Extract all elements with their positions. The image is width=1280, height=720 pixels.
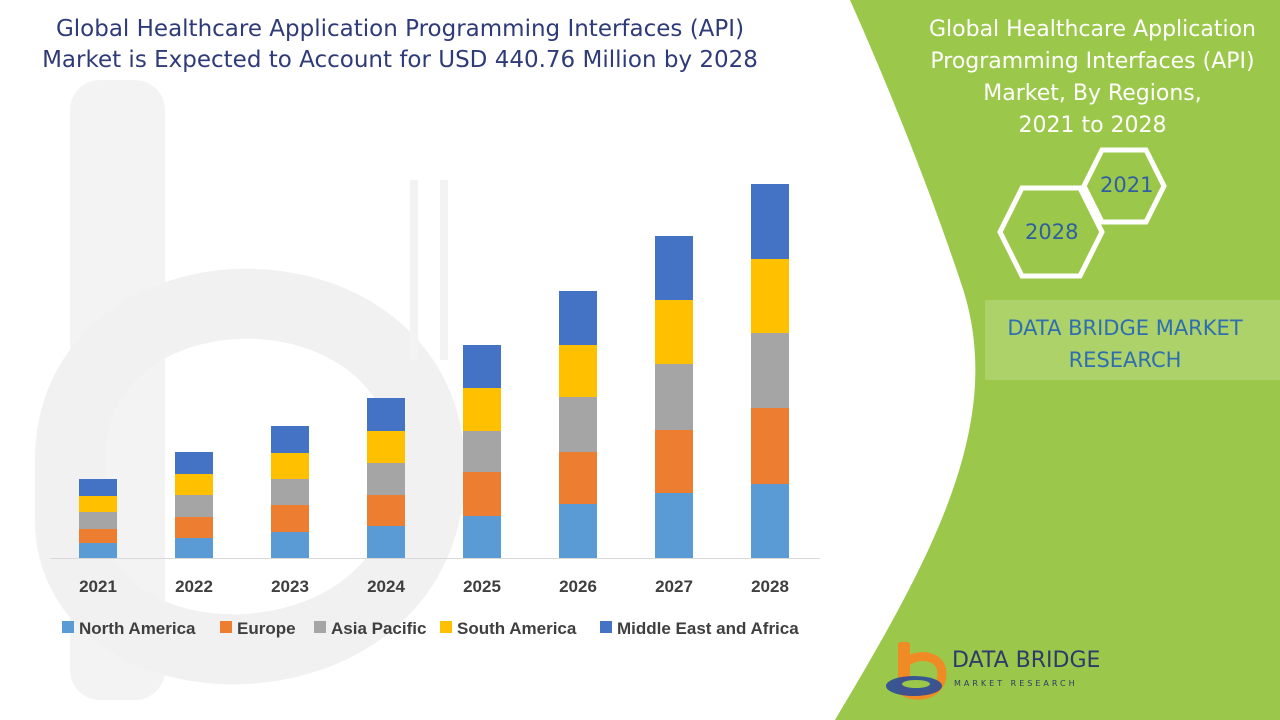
bar-2028-series-0 (751, 484, 789, 558)
legend-swatch-4 (600, 621, 612, 633)
bar-2022-series-3 (175, 474, 213, 495)
x-tick-label: 2024 (367, 577, 405, 596)
x-tick-label: 2026 (559, 577, 597, 596)
legend-swatch-0 (62, 621, 74, 633)
bar-2024-series-0 (367, 526, 405, 558)
bar-2025-series-2 (463, 431, 501, 472)
bar-2027-series-2 (655, 364, 693, 430)
brand-name: DATA BRIDGE (952, 648, 1101, 673)
bar-2026-series-3 (559, 345, 597, 397)
side-panel-title: Global Healthcare Application Programmin… (905, 14, 1280, 142)
x-tick-label: 2025 (463, 577, 501, 596)
data-bridge-logo-icon (886, 642, 947, 700)
hex-label-2021: 2021 (1100, 173, 1154, 197)
bar-2021-series-3 (79, 496, 117, 512)
hex-2028-icon (997, 185, 1105, 279)
x-tick-label: 2023 (271, 577, 309, 596)
bar-2023-series-2 (271, 479, 309, 505)
bar-2021-series-4 (79, 479, 117, 496)
side-title-line-2: Programming Interfaces (API) (930, 49, 1255, 74)
legend-label-3: South America (457, 619, 577, 638)
legend-swatch-1 (220, 621, 232, 633)
bar-2027-series-3 (655, 300, 693, 364)
bar-2023-series-1 (271, 505, 309, 532)
bar-2021-series-0 (79, 543, 117, 558)
bar-2022-series-2 (175, 495, 213, 517)
research-label: DATA BRIDGE MARKET RESEARCH (985, 312, 1265, 376)
bar-2027-series-4 (655, 236, 693, 300)
bar-2025-series-1 (463, 472, 501, 516)
legend-label-0: North America (79, 619, 196, 638)
bar-2023-series-4 (271, 426, 309, 453)
bar-2026-series-0 (559, 504, 597, 558)
bar-2028-series-2 (751, 333, 789, 408)
panel-highlight (985, 300, 1280, 380)
legend-swatch-2 (314, 621, 326, 633)
bar-2025-series-3 (463, 388, 501, 431)
brand-tagline: MARKET RESEARCH (954, 679, 1078, 688)
research-line-2: RESEARCH (1068, 348, 1182, 372)
bar-2021-series-2 (79, 512, 117, 529)
bar-2026-series-2 (559, 397, 597, 452)
legend-label-4: Middle East and Africa (617, 619, 799, 638)
bar-2023-series-0 (271, 532, 309, 558)
legend-label-2: Asia Pacific (331, 619, 426, 638)
x-tick-label: 2022 (175, 577, 213, 596)
bar-2028-series-3 (751, 259, 789, 333)
legend-label-1: Europe (237, 619, 296, 638)
x-tick-label: 2027 (655, 577, 693, 596)
bar-2024-series-4 (367, 398, 405, 431)
bar-2023-series-3 (271, 453, 309, 479)
stacked-bar-chart: 2021 2022 2023 2024 2025 2026 2027 2028 North Am… (50, 184, 820, 638)
side-title-line-3: Market, By Regions, (983, 81, 1202, 106)
bar-2027-series-1 (655, 430, 693, 493)
bar-2025-series-0 (463, 516, 501, 558)
bar-2026-series-1 (559, 452, 597, 504)
chart-title-line-2: Market is Expected to Account for USD 44… (42, 47, 758, 73)
side-title-line-1: Global Healthcare Application (928, 17, 1256, 42)
bar-2022-series-1 (175, 517, 213, 538)
bar-2024-series-3 (367, 431, 405, 463)
bar-2021-series-1 (79, 529, 117, 543)
green-panel (835, 0, 1280, 720)
chart-title-line-1: Global Healthcare Application Programmin… (55, 16, 745, 42)
research-line-1: DATA BRIDGE MARKET (1007, 316, 1243, 340)
chart-title: Global Healthcare Application Programmin… (40, 14, 760, 76)
bar-2022-series-4 (175, 452, 213, 474)
bar-2028-series-4 (751, 184, 789, 259)
hex-2021-icon (1081, 147, 1167, 225)
bar-2024-series-2 (367, 463, 405, 495)
bar-2025-series-4 (463, 345, 501, 388)
bar-2026-series-4 (559, 291, 597, 345)
side-title-line-4: 2021 to 2028 (1018, 113, 1167, 138)
bar-2028-series-1 (751, 408, 789, 484)
hex-label-2028: 2028 (1025, 220, 1079, 244)
bar-2027-series-0 (655, 493, 693, 558)
bar-2024-series-1 (367, 495, 405, 526)
bar-2022-series-0 (175, 538, 213, 558)
x-tick-label: 2028 (751, 577, 789, 596)
x-tick-label: 2021 (79, 577, 117, 596)
legend-swatch-3 (440, 621, 452, 633)
